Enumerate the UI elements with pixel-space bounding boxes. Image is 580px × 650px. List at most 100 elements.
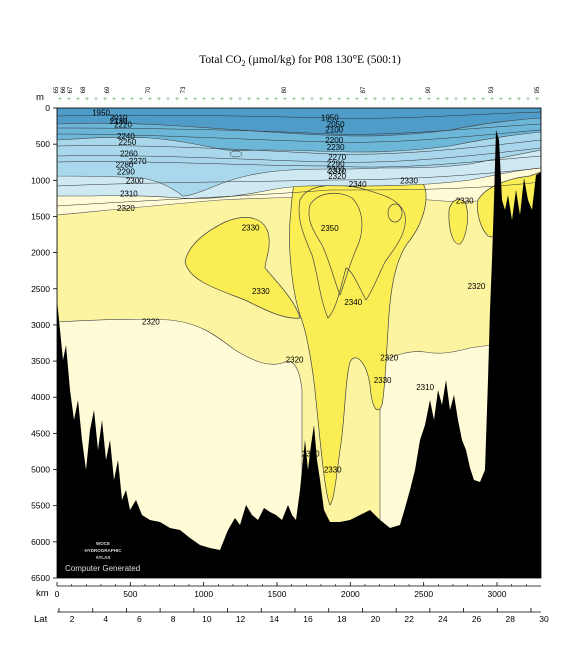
station-label: 95: [535, 86, 541, 93]
watermark-line-3: ATLAS: [96, 555, 111, 560]
contour-label: 2330: [400, 176, 418, 185]
station-marker: +: [67, 97, 71, 103]
station-marker: +: [310, 97, 314, 103]
station-label: 73: [181, 86, 187, 93]
depth-tick-label: 3500: [31, 356, 50, 366]
contour-label: 2200: [325, 136, 343, 145]
contour-label: 2300: [126, 176, 144, 185]
depth-tick-label: 5500: [31, 501, 50, 511]
station-marker: +: [301, 97, 305, 103]
station-marker: +: [445, 97, 449, 103]
contour-label: 2310: [328, 167, 346, 176]
station-marker: +: [526, 97, 530, 103]
station-marker: +: [121, 97, 125, 103]
station-marker: +: [463, 97, 467, 103]
station-marker: +: [418, 97, 422, 103]
km-unit-label: km: [36, 588, 49, 599]
km-tick-label: 3000: [488, 589, 507, 599]
station-label: 68: [81, 86, 87, 93]
station-marker: +: [274, 97, 278, 103]
station-marker: +: [382, 97, 386, 103]
contour-label: 2300: [327, 165, 345, 174]
upper-contour-lines: [57, 111, 541, 207]
chart-title: Total CO2 (µmol/kg) for P08 130°E (500:1…: [199, 54, 401, 68]
depth-tick-label: 500: [36, 139, 50, 149]
lat-tick-label: 6: [137, 614, 142, 624]
contour-label: 2260: [120, 150, 138, 159]
station-marker: +: [247, 97, 251, 103]
station-label: 70: [146, 86, 152, 93]
contour-label: 2350: [321, 224, 339, 233]
lat-tick-label: 30: [539, 614, 549, 624]
contour-label: 2310: [416, 383, 434, 392]
station-marker: +: [157, 97, 161, 103]
plot-frame: [56, 107, 542, 579]
station-marker: +: [409, 97, 413, 103]
km-tick-label: 1500: [268, 589, 287, 599]
km-tick-label: 0: [55, 589, 60, 599]
contour-label: 2340: [349, 180, 367, 189]
lat-tick-label: 4: [103, 614, 108, 624]
km-axis: 0 500 1000 1500 2000 2500 3000: [55, 582, 527, 599]
contour-label: 2100: [325, 126, 343, 135]
contour-label: 2330: [302, 450, 320, 459]
station-marker: +: [319, 97, 323, 103]
lat-tick-label: 8: [171, 614, 176, 624]
depth-tick-label: 4500: [31, 428, 50, 438]
contour-label: 2330: [374, 376, 392, 385]
station-marker: +: [85, 97, 89, 103]
contour-label: 2330: [324, 466, 342, 475]
station-marker: +: [391, 97, 395, 103]
lat-tick-label: 22: [404, 614, 414, 624]
depth-tick-label: 2000: [31, 248, 50, 258]
contour-label: 2320: [117, 204, 135, 213]
station-marker: +: [193, 97, 197, 103]
station-marker: +: [76, 97, 80, 103]
station-marker: +: [148, 97, 152, 103]
lat-tick-label: 14: [270, 614, 280, 624]
km-tick-label: 2000: [341, 589, 360, 599]
station-label: 67: [68, 86, 74, 93]
station-marker: +: [427, 97, 431, 103]
station-label: 80: [282, 86, 288, 93]
depth-tick-label: 2500: [31, 284, 50, 294]
lat-tick-label: 10: [202, 614, 212, 624]
station-marker: +: [481, 97, 485, 103]
lat-tick-label: 2: [70, 614, 75, 624]
station-marker: +: [373, 97, 377, 103]
station-marker: +: [454, 97, 458, 103]
contour-label: 2330: [242, 223, 260, 232]
station-marker: +: [58, 97, 62, 103]
station-marker: +: [490, 97, 494, 103]
km-tick-label: 1000: [194, 589, 213, 599]
station-label: 69: [105, 86, 111, 93]
depth-tick-label: 5000: [31, 465, 50, 475]
depth-tick-label: 6000: [31, 537, 50, 547]
contour-label: 2010: [110, 113, 128, 122]
contour-label: 2320: [380, 353, 398, 362]
watermark-line-2: HYDROGRAPHIC: [84, 548, 122, 553]
contour-label: 2220: [114, 121, 132, 130]
contour-label: 2340: [344, 298, 362, 307]
depth-tick-label: 4000: [31, 392, 50, 402]
station-marker: +: [220, 97, 224, 103]
watermark-caption: Computer Generated: [65, 564, 140, 573]
station-marker: +: [130, 97, 134, 103]
yellow-west-blob: [184, 217, 301, 319]
contour-label: 1950: [321, 113, 339, 122]
watermark-line-1: WOCE: [96, 541, 110, 546]
contour-label: 2320: [468, 282, 486, 291]
contour-label: 1950: [92, 108, 110, 117]
station-label: 90: [426, 86, 432, 93]
contour-label: 2330: [456, 197, 474, 206]
station-marker: +: [499, 97, 503, 103]
lat-tick-label: 26: [472, 614, 482, 624]
km-tick-label: 500: [123, 589, 137, 599]
station-label: 87: [361, 86, 367, 93]
depth-tick-label: 0: [45, 103, 50, 113]
station-marker: +: [166, 97, 170, 103]
depth-unit-label: m: [36, 92, 44, 103]
contour-label: 2290: [327, 160, 345, 169]
depth-tick-label: 1000: [31, 175, 50, 185]
